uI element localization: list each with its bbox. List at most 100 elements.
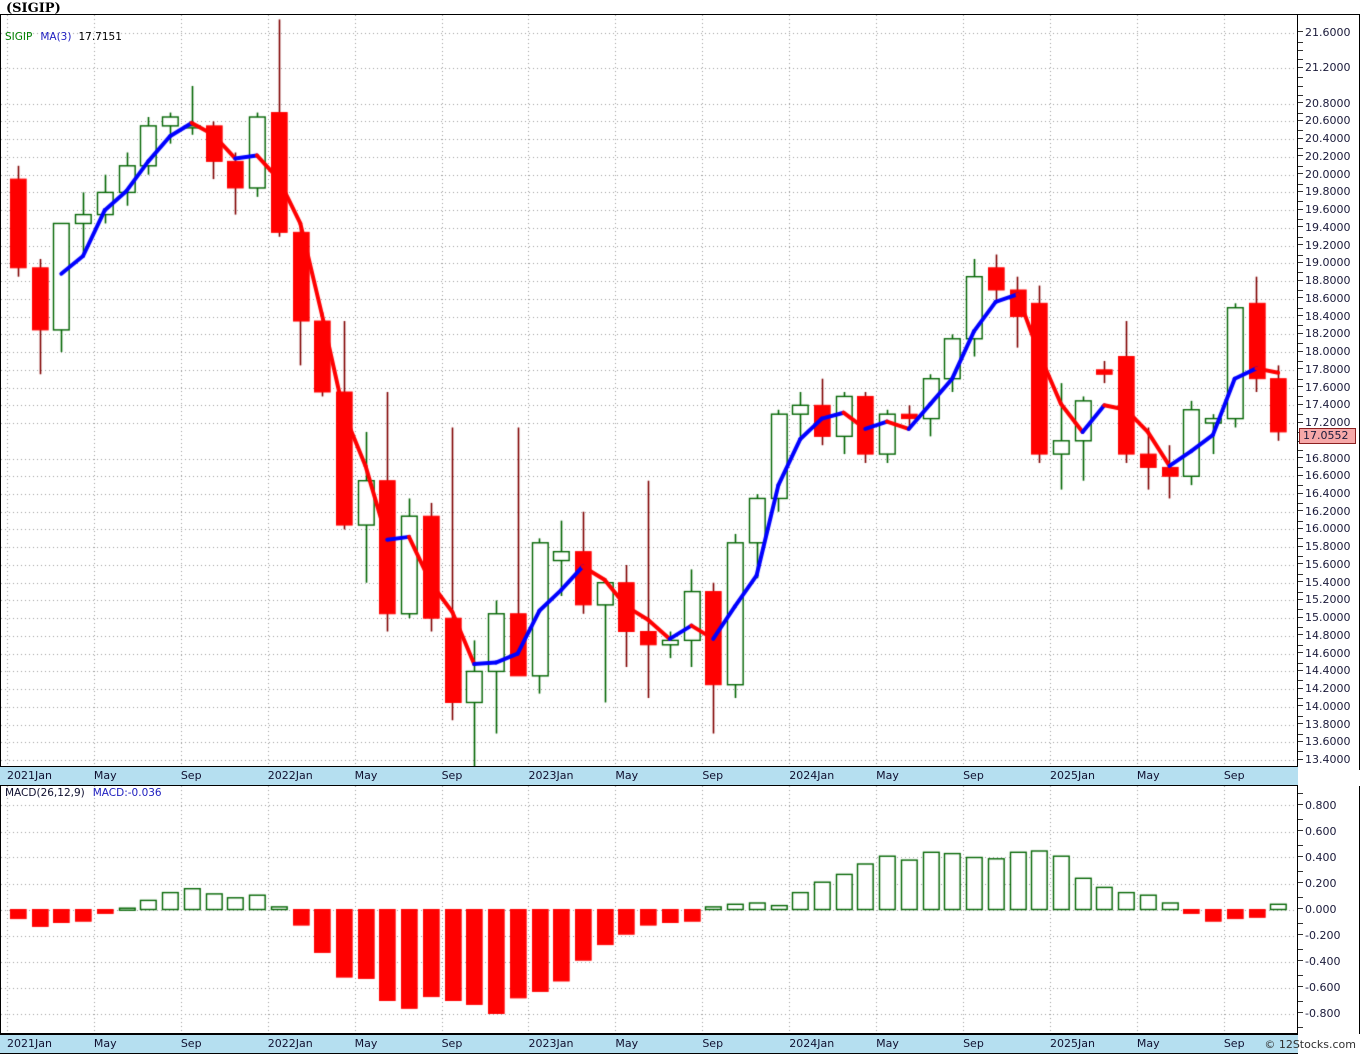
price-axis-tick: 16.8000 bbox=[1298, 452, 1351, 465]
date-tick-label: 2022Jan bbox=[267, 769, 313, 782]
price-axis-minor-tick bbox=[1298, 183, 1303, 185]
macd-axis-minor-tick bbox=[1298, 844, 1303, 846]
price-axis-tick: 18.6000 bbox=[1298, 292, 1351, 305]
date-tick-label: May bbox=[876, 1037, 899, 1050]
price-axis-minor-tick bbox=[1298, 627, 1303, 629]
price-axis-tick: 13.6000 bbox=[1298, 735, 1351, 748]
price-axis-minor-tick bbox=[1298, 751, 1303, 753]
price-axis-tick: 14.4000 bbox=[1298, 664, 1351, 677]
macd-chart-panel[interactable]: MACD(26,12,9) MACD:-0.036 bbox=[0, 786, 1298, 1034]
price-axis-minor-tick bbox=[1298, 520, 1303, 522]
price-axis-minor-tick bbox=[1298, 449, 1303, 451]
price-axis-tick: 15.2000 bbox=[1298, 593, 1351, 606]
price-axis-minor-tick bbox=[1298, 485, 1303, 487]
macd-axis-tick: 0.600 bbox=[1298, 825, 1337, 838]
price-axis-tick: 18.2000 bbox=[1298, 327, 1351, 340]
legend-symbol: SIGIP bbox=[5, 31, 33, 43]
price-axis-minor-tick bbox=[1298, 591, 1303, 593]
price-axis-minor-tick bbox=[1298, 94, 1303, 96]
date-tick-label: Sep bbox=[702, 1037, 724, 1050]
macd-axis-tick: -0.400 bbox=[1298, 955, 1340, 968]
date-tick-label: May bbox=[354, 769, 378, 782]
date-tick-label: Sep bbox=[1223, 769, 1245, 782]
price-axis-minor-tick bbox=[1298, 41, 1303, 43]
price-axis-minor-tick bbox=[1298, 219, 1303, 221]
price-candlestick-canvas[interactable] bbox=[1, 15, 1297, 769]
price-axis-tick: 20.0000 bbox=[1298, 168, 1351, 181]
price-axis-minor-tick bbox=[1298, 77, 1303, 79]
price-axis-tick: 19.6000 bbox=[1298, 203, 1351, 216]
price-axis-tick: 17.2000 bbox=[1298, 416, 1351, 429]
date-tick-label: 2024Jan bbox=[789, 769, 835, 782]
date-tick-label: 2021Jan bbox=[7, 1037, 52, 1050]
price-axis-tick: 17.4000 bbox=[1298, 398, 1351, 411]
price-axis-minor-tick bbox=[1298, 662, 1303, 664]
macd-legend-value: MACD:-0.036 bbox=[92, 787, 162, 799]
price-axis-minor-tick bbox=[1298, 556, 1303, 558]
macd-axis-minor-tick bbox=[1298, 974, 1303, 976]
price-axis-tick: 20.2000 bbox=[1298, 150, 1351, 163]
macd-axis-tick: -0.800 bbox=[1298, 1007, 1340, 1020]
price-axis-minor-tick bbox=[1298, 538, 1303, 540]
price-axis-tick: 16.2000 bbox=[1298, 505, 1351, 518]
date-tick-label: 2025Jan bbox=[1049, 769, 1095, 782]
price-axis-tick: 16.4000 bbox=[1298, 487, 1351, 500]
price-axis-minor-tick bbox=[1298, 609, 1303, 611]
price-axis-tick: 13.8000 bbox=[1298, 718, 1351, 731]
price-axis-tick: 14.8000 bbox=[1298, 629, 1351, 642]
price-axis-tick: 21.6000 bbox=[1298, 26, 1351, 39]
date-tick-label: 2023Jan bbox=[528, 1037, 574, 1050]
macd-axis-minor-tick bbox=[1298, 922, 1303, 924]
macd-legend: MACD(26,12,9) MACD:-0.036 bbox=[5, 787, 162, 799]
macd-axis-minor-tick bbox=[1298, 1000, 1303, 1002]
date-tick-label: Sep bbox=[963, 1037, 984, 1050]
date-axis-bottom: 2021Jan May Sep 2022Jan May Sep 2023Jan May Sep 2… bbox=[0, 1034, 1298, 1054]
page-title: (SIGIP) bbox=[6, 1, 61, 16]
price-axis-minor-tick bbox=[1298, 85, 1303, 87]
macd-axis-tick: 0.800 bbox=[1298, 799, 1337, 812]
macd-axis-minor-tick bbox=[1298, 818, 1303, 820]
date-tick-label: Sep bbox=[180, 1037, 202, 1050]
price-axis-minor-tick bbox=[1298, 112, 1303, 114]
macd-axis-tick: -0.200 bbox=[1298, 929, 1340, 942]
price-axis-minor-tick bbox=[1298, 289, 1303, 291]
date-tick-label: May bbox=[354, 1037, 378, 1050]
price-axis-tick: 18.0000 bbox=[1298, 345, 1351, 358]
price-axis-tick: 15.4000 bbox=[1298, 576, 1351, 589]
price-axis-minor-tick bbox=[1298, 414, 1303, 416]
date-tick-label: May bbox=[615, 769, 639, 782]
legend-ma-label: MA(3) bbox=[40, 31, 72, 43]
price-axis-tick: 17.6000 bbox=[1298, 381, 1351, 394]
price-axis-tick: 20.6000 bbox=[1298, 114, 1351, 127]
price-axis-minor-tick bbox=[1298, 360, 1303, 362]
date-tick-label: May bbox=[1136, 769, 1160, 782]
price-axis-minor-tick bbox=[1298, 130, 1303, 132]
price-axis-tick: 21.2000 bbox=[1298, 61, 1351, 74]
price-axis-tick: 14.0000 bbox=[1298, 700, 1351, 713]
price-axis-minor-tick bbox=[1298, 325, 1303, 327]
macd-axis-tick: 0.200 bbox=[1298, 877, 1337, 890]
price-axis-minor-tick bbox=[1298, 698, 1303, 700]
price-axis-tick: 19.4000 bbox=[1298, 221, 1351, 234]
macd-axis-tick: 0.000 bbox=[1298, 903, 1337, 916]
date-tick-label: 2023Jan bbox=[528, 769, 574, 782]
price-axis-minor-tick bbox=[1298, 307, 1303, 309]
price-chart-panel[interactable]: SIGIP MA(3) 17.7151 bbox=[0, 14, 1298, 770]
price-axis-minor-tick bbox=[1298, 467, 1303, 469]
price-axis-tick: 18.4000 bbox=[1298, 310, 1351, 323]
copyright-label: © 12Stocks.com bbox=[1264, 1038, 1356, 1051]
macd-axis-minor-tick bbox=[1298, 870, 1303, 872]
date-tick-label: Sep bbox=[963, 769, 984, 782]
date-tick-label: 2021Jan bbox=[7, 769, 52, 782]
price-axis-minor-tick bbox=[1298, 201, 1303, 203]
price-axis-tick: 19.0000 bbox=[1298, 256, 1351, 269]
price-axis-minor-tick bbox=[1298, 733, 1303, 735]
date-tick-label: Sep bbox=[441, 1037, 463, 1050]
macd-histogram-canvas[interactable] bbox=[1, 786, 1297, 1033]
date-tick-label: May bbox=[876, 769, 899, 782]
price-axis-tick: 17.8000 bbox=[1298, 363, 1351, 376]
price-axis-tick: 19.2000 bbox=[1298, 239, 1351, 252]
last-price-marker: 17.0552 bbox=[1299, 427, 1356, 444]
price-legend: SIGIP MA(3) 17.7151 bbox=[5, 31, 122, 43]
price-axis-minor-tick bbox=[1298, 148, 1303, 150]
